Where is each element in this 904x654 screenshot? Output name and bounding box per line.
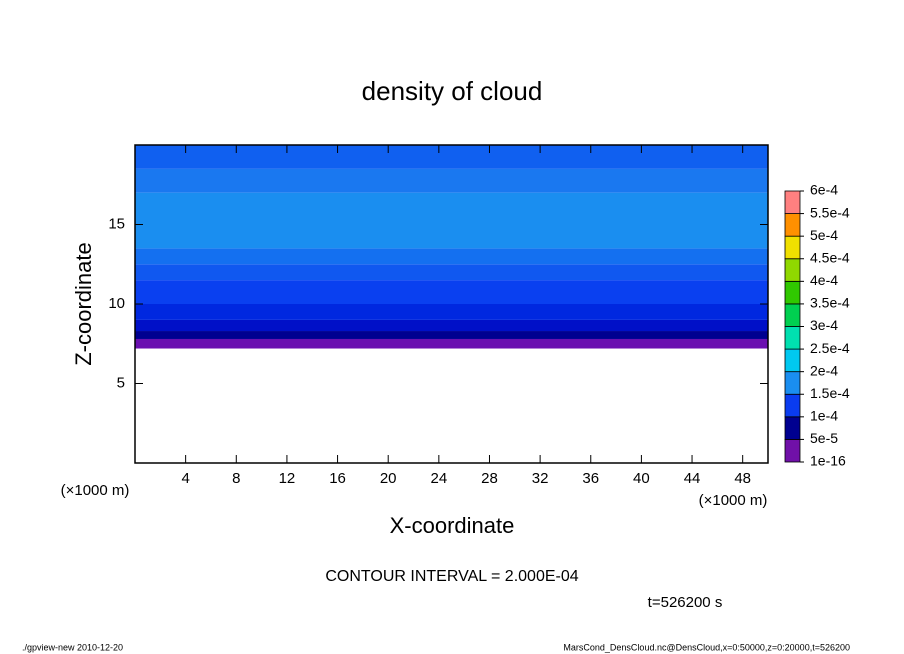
x-tick-label: 4 (181, 470, 189, 487)
y-tick-label: 5 (117, 374, 125, 391)
colorbar-box (784, 303, 801, 327)
colorbar-label: 3.5e-4 (810, 295, 850, 311)
colorbar-box (784, 393, 801, 418)
colorbar-label: 4.5e-4 (810, 249, 850, 265)
colorbar-box (784, 416, 801, 440)
contour-band (135, 264, 768, 281)
colorbar-label: 4e-4 (810, 272, 838, 288)
contour-band (135, 145, 768, 169)
colorbar-box (784, 280, 801, 305)
colorbar-box (784, 439, 801, 463)
contour-band (135, 248, 768, 265)
contour-band (135, 168, 768, 193)
colorbar-label: 5e-4 (810, 227, 838, 243)
colorbar-box (784, 190, 801, 214)
x-tick-label: 36 (582, 470, 599, 487)
colorbar-box (784, 348, 801, 373)
colorbar-label: 1.5e-4 (810, 385, 850, 401)
colorbar-box (784, 326, 801, 350)
colorbar-label: 3e-4 (810, 317, 838, 333)
colorbar-label: 5e-5 (810, 430, 838, 446)
colorbar-label: 1e-16 (810, 453, 846, 469)
colorbar-label: 2.5e-4 (810, 340, 850, 356)
contour-band (135, 304, 768, 320)
footer: ./gpview-new 2010-12-20 (22, 642, 123, 652)
x-tick-label: 48 (734, 470, 751, 487)
footer: MarsCond_DensCloud.nc@DensCloud,x=0:5000… (563, 642, 850, 652)
colorbar-box (784, 213, 801, 237)
colorbar-label: 2e-4 (810, 362, 838, 378)
x-tick-label: 24 (430, 470, 447, 487)
y-tick-label: 10 (108, 295, 125, 312)
colorbar-label: 1e-4 (810, 408, 838, 424)
x-tick-label: 16 (329, 470, 346, 487)
colorbar-box (784, 235, 801, 260)
chart-title: density of cloud (362, 76, 543, 106)
contour-band (135, 280, 768, 304)
x-tick-label: 20 (380, 470, 397, 487)
x-tick-label: 40 (633, 470, 650, 487)
contour-band (135, 338, 768, 349)
y-axis-label: Z-coordinate (71, 242, 96, 366)
time-label: t=526200 s (648, 594, 723, 611)
x-axis-label: X-coordinate (390, 513, 515, 538)
colorbar-box (784, 371, 801, 395)
x-tick-label: 44 (684, 470, 701, 487)
contour-interval: CONTOUR INTERVAL = 2.000E-04 (325, 568, 578, 585)
x-tick-label: 28 (481, 470, 498, 487)
x-tick-label: 32 (532, 470, 549, 487)
x-unit: (×1000 m) (61, 482, 130, 499)
x-unit: (×1000 m) (699, 492, 768, 509)
colorbar-label: 6e-4 (810, 182, 838, 198)
colorbar-box (784, 258, 801, 282)
x-tick-label: 8 (232, 470, 240, 487)
contour-band (135, 331, 768, 339)
contour-band (135, 192, 768, 249)
contour-band (135, 319, 768, 332)
y-tick-label: 15 (108, 215, 125, 232)
colorbar-label: 5.5e-4 (810, 204, 850, 220)
x-tick-label: 12 (279, 470, 296, 487)
